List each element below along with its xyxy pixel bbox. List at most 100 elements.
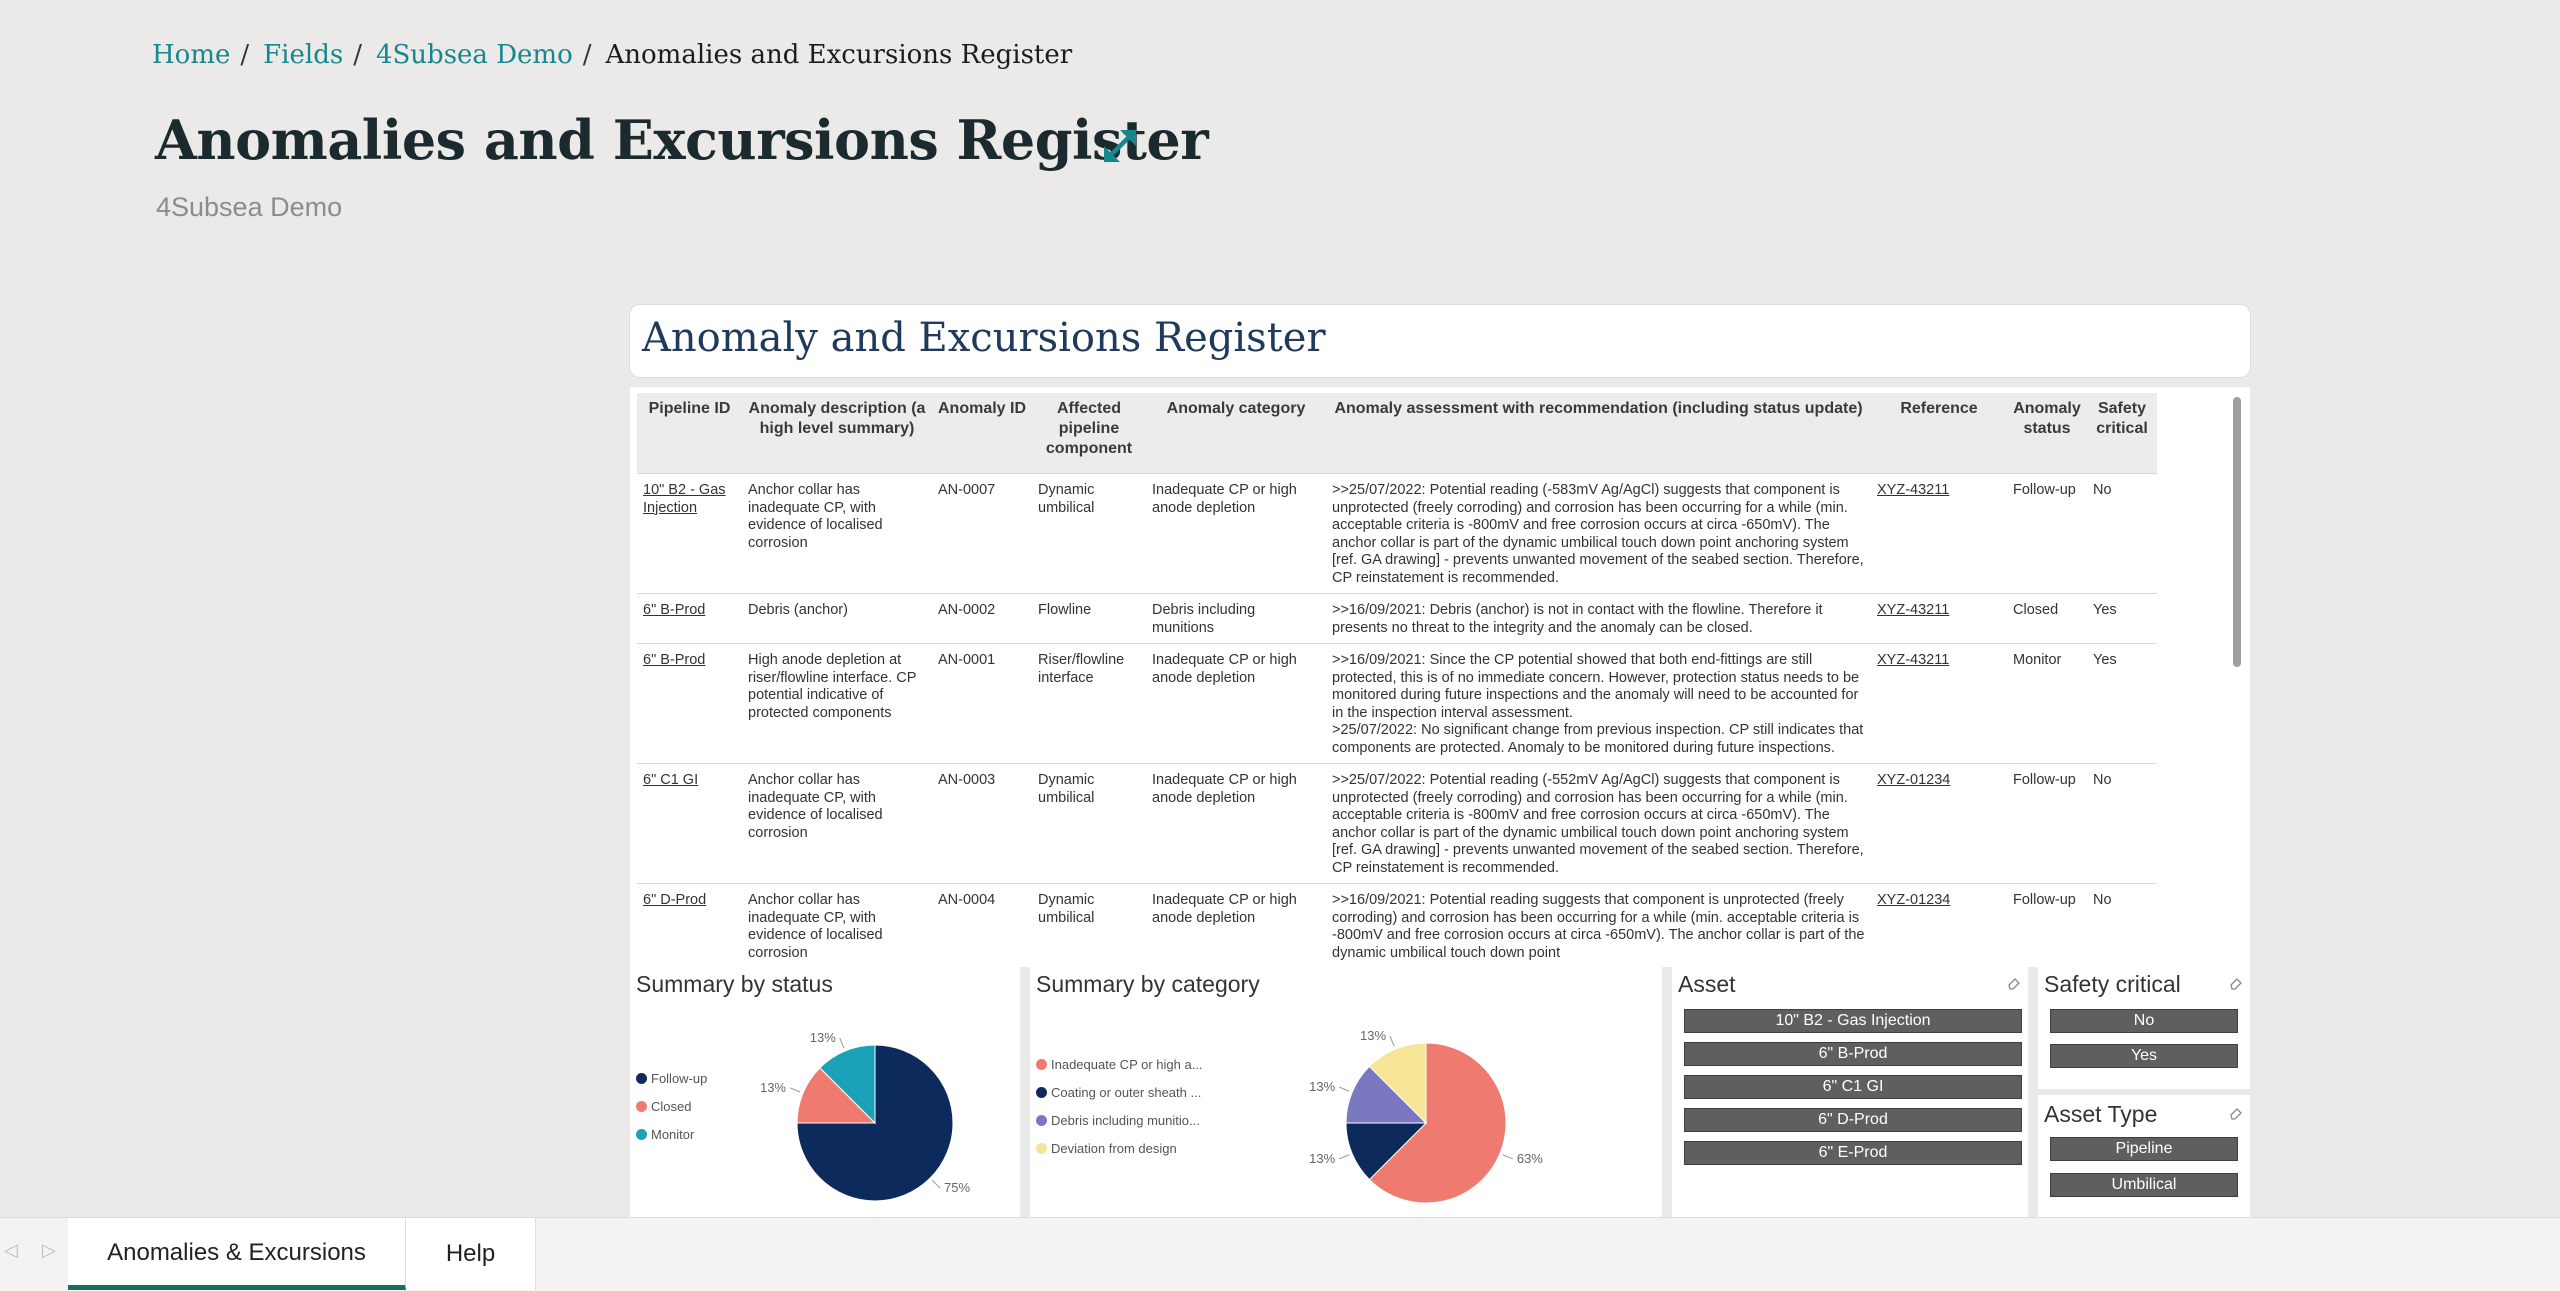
column-header[interactable]: Anomaly description (a high level summar… bbox=[742, 393, 932, 474]
cell-reference[interactable]: XYZ-01234 bbox=[1871, 883, 2007, 967]
report-canvas: Anomaly and Excursions Register Pipeline… bbox=[630, 305, 2250, 1217]
cell-category: Inadequate CP or high anode depletion bbox=[1146, 473, 1326, 594]
safety-slicer-title: Safety critical bbox=[2044, 971, 2181, 997]
next-page-arrow-icon[interactable]: ▷ bbox=[42, 1240, 56, 1260]
breadcrumb-separator: / bbox=[353, 40, 362, 70]
legend-label: Deviation from design bbox=[1051, 1141, 1177, 1156]
safety-option[interactable]: Yes bbox=[2050, 1044, 2238, 1068]
cell-category: Inadequate CP or high anode depletion bbox=[1146, 643, 1326, 764]
summary-category-title: Summary by category bbox=[1036, 971, 1260, 997]
safety-option[interactable]: No bbox=[2050, 1009, 2238, 1033]
cell-component: Flowline bbox=[1032, 593, 1146, 644]
data-label: 75% bbox=[944, 1180, 970, 1195]
pie-slice[interactable] bbox=[819, 1044, 876, 1125]
cell-reference[interactable]: XYZ-01234 bbox=[1871, 763, 2007, 884]
pie-slice[interactable] bbox=[1345, 1122, 1428, 1181]
asset-type-title: Asset Type bbox=[2044, 1101, 2158, 1127]
status-pie-chart[interactable]: 75% 13% 13% bbox=[730, 1005, 1010, 1210]
legend-label: Inadequate CP or high a... bbox=[1051, 1057, 1203, 1072]
legend-item[interactable]: Deviation from design bbox=[1036, 1141, 1177, 1156]
cell-id: AN-0001 bbox=[932, 643, 1032, 764]
summary-status-title: Summary by status bbox=[636, 971, 833, 997]
pie-slice[interactable] bbox=[1368, 1042, 1507, 1204]
breadcrumb-field[interactable]: 4Subsea Demo bbox=[375, 40, 573, 70]
asset-option[interactable]: 6" C1 GI bbox=[1684, 1075, 2022, 1099]
eraser-icon[interactable] bbox=[2228, 975, 2244, 991]
cell-component: Riser/flowline interface bbox=[1032, 643, 1146, 764]
cell-reference[interactable]: XYZ-43211 bbox=[1871, 643, 2007, 764]
cell-pipeline[interactable]: 6" C1 GI bbox=[637, 763, 742, 884]
pie-slice[interactable] bbox=[796, 1044, 954, 1202]
column-header[interactable]: Pipeline ID bbox=[637, 393, 742, 474]
category-pie-chart[interactable]: 63% 13% 13% 13% bbox=[1280, 1005, 1570, 1210]
legend-label: Coating or outer sheath ... bbox=[1051, 1085, 1202, 1100]
pie-slice[interactable] bbox=[796, 1067, 877, 1124]
legend-label: Closed bbox=[651, 1099, 692, 1114]
legend-item[interactable]: Closed bbox=[636, 1099, 691, 1114]
table-row[interactable]: 6" B-Prod High anode depletion at riser/f… bbox=[637, 643, 2157, 764]
cell-category: Debris including munitions bbox=[1146, 593, 1326, 644]
cell-pipeline[interactable]: 6" B-Prod bbox=[637, 593, 742, 644]
leader-line bbox=[839, 1037, 845, 1049]
legend-label: Debris including munitio... bbox=[1051, 1113, 1200, 1128]
legend-item[interactable]: Coating or outer sheath ... bbox=[1036, 1085, 1201, 1100]
table-row[interactable]: 6" D-Prod Anchor collar has inadequate CP… bbox=[637, 883, 2157, 967]
asset-option[interactable]: 6" B-Prod bbox=[1684, 1042, 2022, 1066]
table-header-row: Pipeline ID Anomaly description (a high … bbox=[637, 393, 2157, 474]
leader-line bbox=[1389, 1035, 1395, 1047]
asset-slicer: Asset 10" B2 - Gas Injection 6" B-Prod 6… bbox=[1672, 965, 2028, 1217]
cell-category: Inadequate CP or high anode depletion bbox=[1146, 763, 1326, 884]
table-row[interactable]: 6" B-Prod Debris (anchor) AN-0002 Flowline D… bbox=[637, 593, 2157, 644]
column-header[interactable]: Anomaly category bbox=[1146, 393, 1326, 474]
scrollbar-thumb[interactable] bbox=[2233, 397, 2241, 667]
cell-pipeline[interactable]: 6" D-Prod bbox=[637, 883, 742, 967]
cell-reference[interactable]: XYZ-43211 bbox=[1871, 473, 2007, 594]
column-header[interactable]: Safety critical bbox=[2087, 393, 2157, 474]
asset-type-option[interactable]: Umbilical bbox=[2050, 1173, 2238, 1197]
data-label: 13% bbox=[810, 1030, 836, 1045]
table-row[interactable]: 10" B2 - Gas Injection Anchor collar has … bbox=[637, 473, 2157, 594]
legend-dot bbox=[1036, 1143, 1047, 1154]
cell-safety: No bbox=[2087, 473, 2157, 594]
asset-option[interactable]: 6" E-Prod bbox=[1684, 1141, 2022, 1165]
tab-help[interactable]: Help bbox=[406, 1218, 536, 1290]
legend-item[interactable]: Follow-up bbox=[636, 1071, 707, 1086]
summary-status-panel: Summary by status Follow-up Closed Monit… bbox=[630, 965, 1020, 1217]
column-header[interactable]: Anomaly status bbox=[2007, 393, 2087, 474]
legend-item[interactable]: Inadequate CP or high a... bbox=[1036, 1057, 1203, 1072]
breadcrumb-home[interactable]: Home bbox=[152, 40, 231, 70]
prev-page-arrow-icon[interactable]: ◁ bbox=[4, 1240, 18, 1260]
column-header[interactable]: Reference bbox=[1871, 393, 2007, 474]
cell-pipeline[interactable]: 10" B2 - Gas Injection bbox=[637, 473, 742, 594]
asset-type-option[interactable]: Pipeline bbox=[2050, 1137, 2238, 1161]
table-scrollbar[interactable] bbox=[2232, 397, 2242, 957]
column-header[interactable]: Anomaly assessment with recommendation (… bbox=[1326, 393, 1871, 474]
cell-reference[interactable]: XYZ-43211 bbox=[1871, 593, 2007, 644]
column-header[interactable]: Anomaly ID bbox=[932, 393, 1032, 474]
legend-item[interactable]: Monitor bbox=[636, 1127, 694, 1142]
cell-description: Debris (anchor) bbox=[742, 593, 932, 644]
cell-safety: Yes bbox=[2087, 593, 2157, 644]
table-row[interactable]: 6" C1 GI Anchor collar has inadequate CP,… bbox=[637, 763, 2157, 884]
cell-status: Follow-up bbox=[2007, 763, 2087, 884]
data-label: 13% bbox=[760, 1080, 786, 1095]
cell-assessment: >>25/07/2022: Potential reading (-552mV … bbox=[1326, 763, 1871, 884]
pie-slice[interactable] bbox=[1368, 1042, 1427, 1125]
expand-icon[interactable] bbox=[1096, 122, 1144, 170]
eraser-icon[interactable] bbox=[2006, 975, 2022, 991]
asset-option[interactable]: 6" D-Prod bbox=[1684, 1108, 2022, 1132]
tab-anomalies-excursions[interactable]: Anomalies & Excursions bbox=[68, 1218, 406, 1290]
column-header[interactable]: Affected pipeline component bbox=[1032, 393, 1146, 474]
cell-pipeline[interactable]: 6" B-Prod bbox=[637, 643, 742, 764]
register-table-panel: Pipeline ID Anomaly description (a high … bbox=[630, 387, 2250, 967]
asset-slicer-title: Asset bbox=[1678, 971, 1736, 997]
asset-option[interactable]: 10" B2 - Gas Injection bbox=[1684, 1009, 2022, 1033]
breadcrumb-fields[interactable]: Fields bbox=[263, 40, 344, 70]
summary-category-panel: Summary by category Inadequate CP or hig… bbox=[1030, 965, 1662, 1217]
legend-item[interactable]: Debris including munitio... bbox=[1036, 1113, 1200, 1128]
leader-line bbox=[1338, 1154, 1350, 1160]
legend-dot bbox=[1036, 1115, 1047, 1126]
pie-slice[interactable] bbox=[1345, 1065, 1428, 1124]
legend-label: Monitor bbox=[651, 1127, 695, 1142]
eraser-icon[interactable] bbox=[2228, 1105, 2244, 1121]
